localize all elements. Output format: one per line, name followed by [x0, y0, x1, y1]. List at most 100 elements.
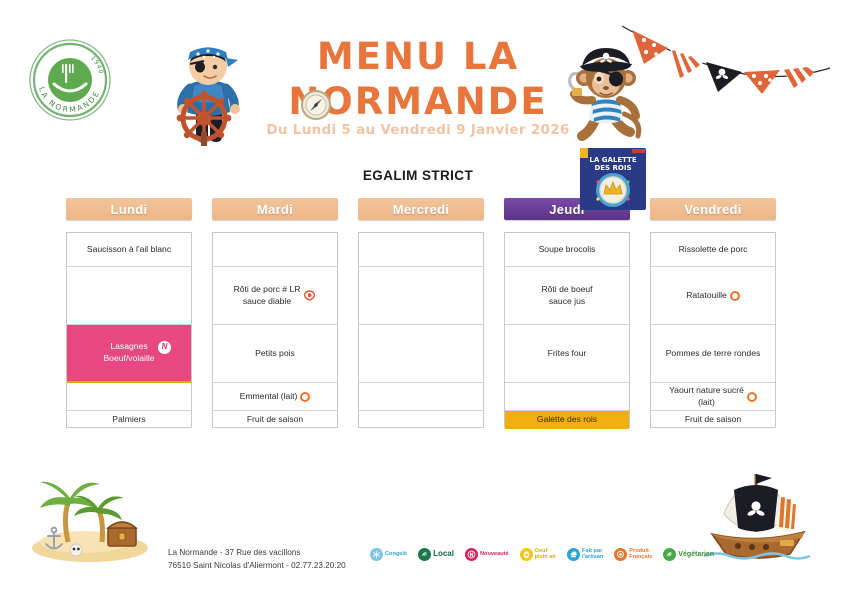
day-body-jeudi: Soupe brocolis Rôti de boeuf sauce jus Frit… — [504, 232, 630, 429]
page-title: MENU LA NORMANDE Du Lundi 5 au Vendredi … — [258, 34, 578, 138]
local-badge-icon — [729, 290, 740, 301]
svg-text:N: N — [469, 552, 473, 558]
footer-address: La Normande - 37 Rue des vacillons 76510… — [168, 546, 346, 572]
menu-cell — [213, 233, 337, 267]
produit-francais-badge-icon — [303, 290, 316, 301]
day-column-vendredi: Vendredi Rissolette de porc Ratatouille Pom… — [650, 198, 776, 428]
bunting-flags-icon — [618, 12, 834, 98]
menu-item-label: Palmiers — [112, 414, 146, 425]
day-body-lundi: Saucisson à l'ail blanc Lasagnes Boeuf/vol… — [66, 232, 192, 428]
local-badge-icon — [746, 391, 757, 402]
menu-cell: Palmiers — [67, 411, 191, 429]
snowflake-icon — [370, 548, 383, 561]
day-column-mardi: Mardi Rôti de porc # LR sauce diable Petits… — [212, 198, 338, 428]
menu-item-label: Petits pois — [255, 347, 295, 358]
legend-label-surgele: Congelé — [385, 550, 408, 557]
menu-cell: Fruit de saison — [213, 411, 337, 429]
day-body-vendredi: Rissolette de porc Ratatouille Pommes de t… — [650, 232, 776, 428]
chef-icon — [567, 548, 581, 561]
menu-cell: Emmental (lait) — [213, 383, 337, 411]
menu-cell: Ratatouille — [651, 267, 775, 325]
pirate-monkey-icon — [562, 40, 650, 144]
pirate-boy-icon — [160, 36, 256, 148]
egalim-label: EGALIM STRICT — [362, 168, 474, 183]
day-header-lundi: Lundi — [66, 198, 192, 220]
day-header-mardi: Mardi — [212, 198, 338, 220]
menu-cell: Yaourt nature sucré (lait) — [651, 383, 775, 412]
veggie-icon — [663, 548, 677, 561]
footer-address-line-1: La Normande - 37 Rue des vacillons — [168, 548, 301, 557]
legend-label-nouveaute: Nouveauté — [479, 550, 509, 557]
egg-icon — [519, 548, 533, 561]
day-header-vendredi: Vendredi — [650, 198, 776, 220]
legend-label-francais: Produit Français — [629, 547, 653, 560]
day-column-lundi: Lundi Saucisson à l'ail blanc Lasagnes Boeu… — [66, 198, 192, 428]
day-column-mercredi: Mercredi — [358, 198, 484, 428]
menu-cell: Fruit de saison — [651, 411, 775, 429]
menu-cell — [67, 383, 191, 411]
menu-cell — [359, 233, 483, 267]
menu-item-label: Pommes de terre rondes — [665, 347, 761, 358]
day-header-mercredi: Mercredi — [358, 198, 484, 220]
title-line-1: MENU LA — [316, 35, 520, 78]
menu-item-label: Soupe brocolis — [538, 243, 596, 254]
legend-item-local: Local — [418, 548, 454, 561]
legend-item-francais: Produit Français — [614, 548, 652, 561]
menu-cell — [505, 383, 629, 411]
legend-label-plein: Oeuf plein air — [534, 547, 557, 560]
menu-cell: Rôti de porc # LR sauce diable — [213, 267, 337, 325]
menu-item-label: Fruit de saison — [246, 414, 304, 425]
menu-item-label: Frites four — [547, 347, 587, 358]
galette-des-rois-book-icon: LA GALETTE DES ROIS — [576, 146, 650, 212]
menu-item-label: Emmental (lait) — [239, 390, 298, 401]
menu-item-label: Rissolette de porc — [678, 243, 748, 254]
nouveaute-badge-icon: N — [158, 341, 171, 354]
legend-bar: Congelé Local N Nouveauté Oeuf plein air Fait… — [370, 548, 714, 561]
menu-item-label: Ratatouille — [686, 289, 727, 300]
legend-label-vegetarien: Végétarien — [678, 550, 715, 558]
menu-cell: Frites four — [505, 325, 629, 383]
france-icon — [614, 548, 628, 561]
menu-item-label: Lasagnes Boeuf/volaille — [103, 341, 155, 363]
day-body-mercredi — [358, 232, 484, 428]
menu-item-label: Saucisson à l'ail blanc — [86, 243, 172, 254]
treasure-island-icon — [24, 462, 154, 564]
day-column-jeudi: Jeudi Soupe brocolis Rôti de boeuf sauce ju… — [504, 198, 630, 429]
legend-label-artisan: Fait par l'artisan — [582, 547, 604, 560]
menu-cell: Rissolette de porc — [651, 233, 775, 267]
menu-item-label: Rôti de boeuf sauce jus — [541, 283, 593, 306]
menu-cell — [359, 325, 483, 383]
menu-cell: Petits pois — [213, 325, 337, 383]
new-icon: N — [464, 548, 478, 561]
menu-cell: Pommes de terre rondes — [651, 325, 775, 383]
title-line-2-wrap: NORMANDE — [258, 79, 578, 124]
menu-cell — [359, 383, 483, 411]
menu-item-label: Rôti de porc # LR sauce diable — [233, 283, 301, 306]
menu-item-label: Fruit de saison — [684, 414, 742, 425]
local-badge-icon — [300, 391, 311, 402]
la-normande-logo: LA NORMANDE 1940 — [24, 34, 116, 126]
menu-cell: Galette des rois — [505, 411, 629, 429]
menu-cell — [67, 267, 191, 325]
svg-text:DES ROIS: DES ROIS — [594, 164, 631, 172]
menu-item-label: Galette des rois — [536, 414, 598, 425]
legend-item-surgele: Congelé — [370, 548, 407, 561]
menu-cell: Soupe brocolis — [505, 233, 629, 267]
leaf-icon — [418, 548, 432, 561]
menu-item-label: Yaourt nature sucré (lait) — [669, 385, 744, 407]
compass-icon — [301, 85, 331, 121]
menu-cell: Saucisson à l'ail blanc — [67, 233, 191, 267]
legend-item-vegetarien: Végétarien — [663, 548, 714, 561]
legend-label-local: Local — [433, 549, 454, 559]
menu-cell: Rôti de boeuf sauce jus — [505, 267, 629, 325]
menu-grid: Lundi Saucisson à l'ail blanc Lasagnes Boeu… — [66, 198, 778, 429]
menu-cell — [359, 411, 483, 429]
legend-item-plein: Oeuf plein air — [519, 547, 557, 561]
svg-text:LA GALETTE: LA GALETTE — [589, 156, 636, 164]
date-range-subtitle: Du Lundi 5 au Vendredi 9 Janvier 2026 — [266, 122, 570, 139]
title-line-2: NORMANDE — [288, 80, 548, 124]
legend-item-artisan: Fait par l'artisan — [567, 548, 603, 561]
menu-cell: Lasagnes Boeuf/volaille N — [67, 325, 191, 383]
day-body-mardi: Rôti de porc # LR sauce diable Petits pois… — [212, 232, 338, 428]
